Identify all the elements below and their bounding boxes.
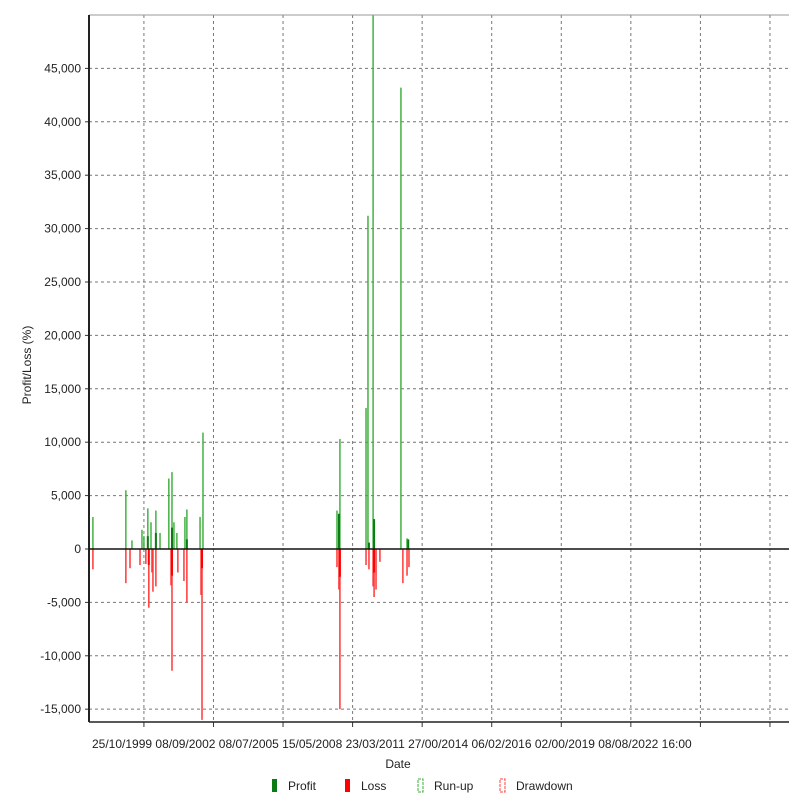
run-up-bar [159, 532, 161, 549]
run-up-bar [168, 478, 170, 549]
profit-bar [407, 539, 410, 549]
drawdown-bar [200, 548, 202, 595]
drawdown-bar [151, 548, 153, 573]
drawdown-bar [339, 548, 341, 710]
legend-swatch-drawdown [499, 778, 506, 793]
run-up-bar [173, 522, 175, 549]
drawdown-bar [375, 548, 377, 590]
bars [92, 15, 410, 720]
legend-label-run-up: Run-up [434, 779, 474, 793]
x-axis-label: Date [385, 757, 411, 771]
drawdown-bar [155, 548, 157, 587]
axes: -15,000 -10,000 -5,000 0 5,000 10,000 15,000 20… [40, 14, 789, 727]
run-up-bar [336, 510, 338, 549]
run-up-bar [365, 408, 367, 549]
drawdown-bar [365, 548, 367, 566]
drawdown-bar [152, 548, 154, 592]
y-tick-label: 5,000 [51, 489, 81, 503]
y-tick-label: 30,000 [44, 222, 81, 236]
drawdown-bar [125, 548, 127, 584]
profit-bar [367, 542, 370, 549]
run-up-bar [186, 509, 188, 549]
loss-bar [170, 548, 173, 576]
drawdown-bar [139, 548, 141, 566]
y-tick-label: 45,000 [44, 61, 81, 75]
run-up-bar [141, 529, 143, 549]
run-up-bar [155, 510, 157, 549]
drawdown-bar [171, 548, 173, 671]
drawdown-bar [183, 548, 185, 582]
legend-swatch-run-up [417, 778, 424, 793]
run-up-bar [400, 87, 402, 549]
legend-label-drawdown: Drawdown [516, 779, 573, 793]
run-up-bar [171, 472, 173, 549]
drawdown-bar [129, 548, 131, 569]
loss-bar [147, 548, 150, 566]
y-tick-label: 40,000 [44, 115, 81, 129]
run-up-bar [147, 508, 149, 549]
legend-label-profit: Profit [288, 779, 317, 793]
drawdown-bar [92, 548, 94, 570]
run-up-bar [202, 432, 204, 549]
loss-bar [201, 548, 204, 569]
drawdown-bar [147, 548, 150, 608]
drawdown-bar [177, 548, 179, 573]
legend: Profit Loss Run-up Drawdown [272, 778, 573, 793]
drawdown-bar [402, 548, 404, 584]
drawdown-bar [145, 548, 147, 564]
drawdown-bar [379, 548, 381, 562]
drawdown-bar [368, 548, 370, 570]
profit-bar [337, 513, 340, 549]
run-up-bar [143, 536, 145, 549]
run-up-bar [184, 516, 186, 549]
y-tick-label: 10,000 [44, 435, 81, 449]
run-up-bar [131, 540, 133, 549]
y-tick-label: 25,000 [44, 275, 81, 289]
drawdown-bar [336, 548, 338, 568]
run-up-bar [199, 516, 201, 549]
y-axis-label: Profit/Loss (%) [20, 326, 34, 405]
run-up-bar [150, 522, 152, 549]
x-tick-labels: 25/10/1999 08/09/2002 08/07/2005 15/05/2… [92, 737, 692, 751]
y-tick-label: -5,000 [47, 595, 81, 609]
y-tick-label: -15,000 [40, 702, 81, 716]
run-up-bar [406, 538, 408, 549]
profit-bar [170, 527, 173, 549]
profit-bar [146, 536, 149, 549]
y-tick-label: 15,000 [44, 382, 81, 396]
profit-bar [154, 532, 157, 549]
drawdown-bar [408, 548, 410, 568]
y-tick-label: -10,000 [40, 649, 81, 663]
y-tick-label: 20,000 [44, 328, 81, 342]
run-up-bar [367, 215, 369, 549]
y-tick-label: 35,000 [44, 168, 81, 182]
run-up-bar [176, 532, 178, 549]
legend-swatch-loss [345, 779, 350, 792]
drawdown-bar [406, 548, 408, 576]
profit-bar [373, 519, 376, 549]
loss-bar [373, 548, 376, 573]
drawdown-bar [186, 548, 188, 603]
drawdown-bar [201, 548, 203, 720]
drawdown-bar [373, 548, 375, 598]
loss-bar [338, 548, 341, 577]
legend-label-loss: Loss [361, 779, 386, 793]
profit-bar [185, 539, 188, 549]
legend-swatch-profit [272, 779, 277, 792]
y-tick-label: 0 [74, 542, 81, 556]
run-up-bar [125, 490, 127, 549]
run-up-bar [339, 438, 341, 549]
run-up-bar [372, 15, 374, 549]
grid [89, 15, 789, 722]
run-up-bar [92, 516, 94, 549]
